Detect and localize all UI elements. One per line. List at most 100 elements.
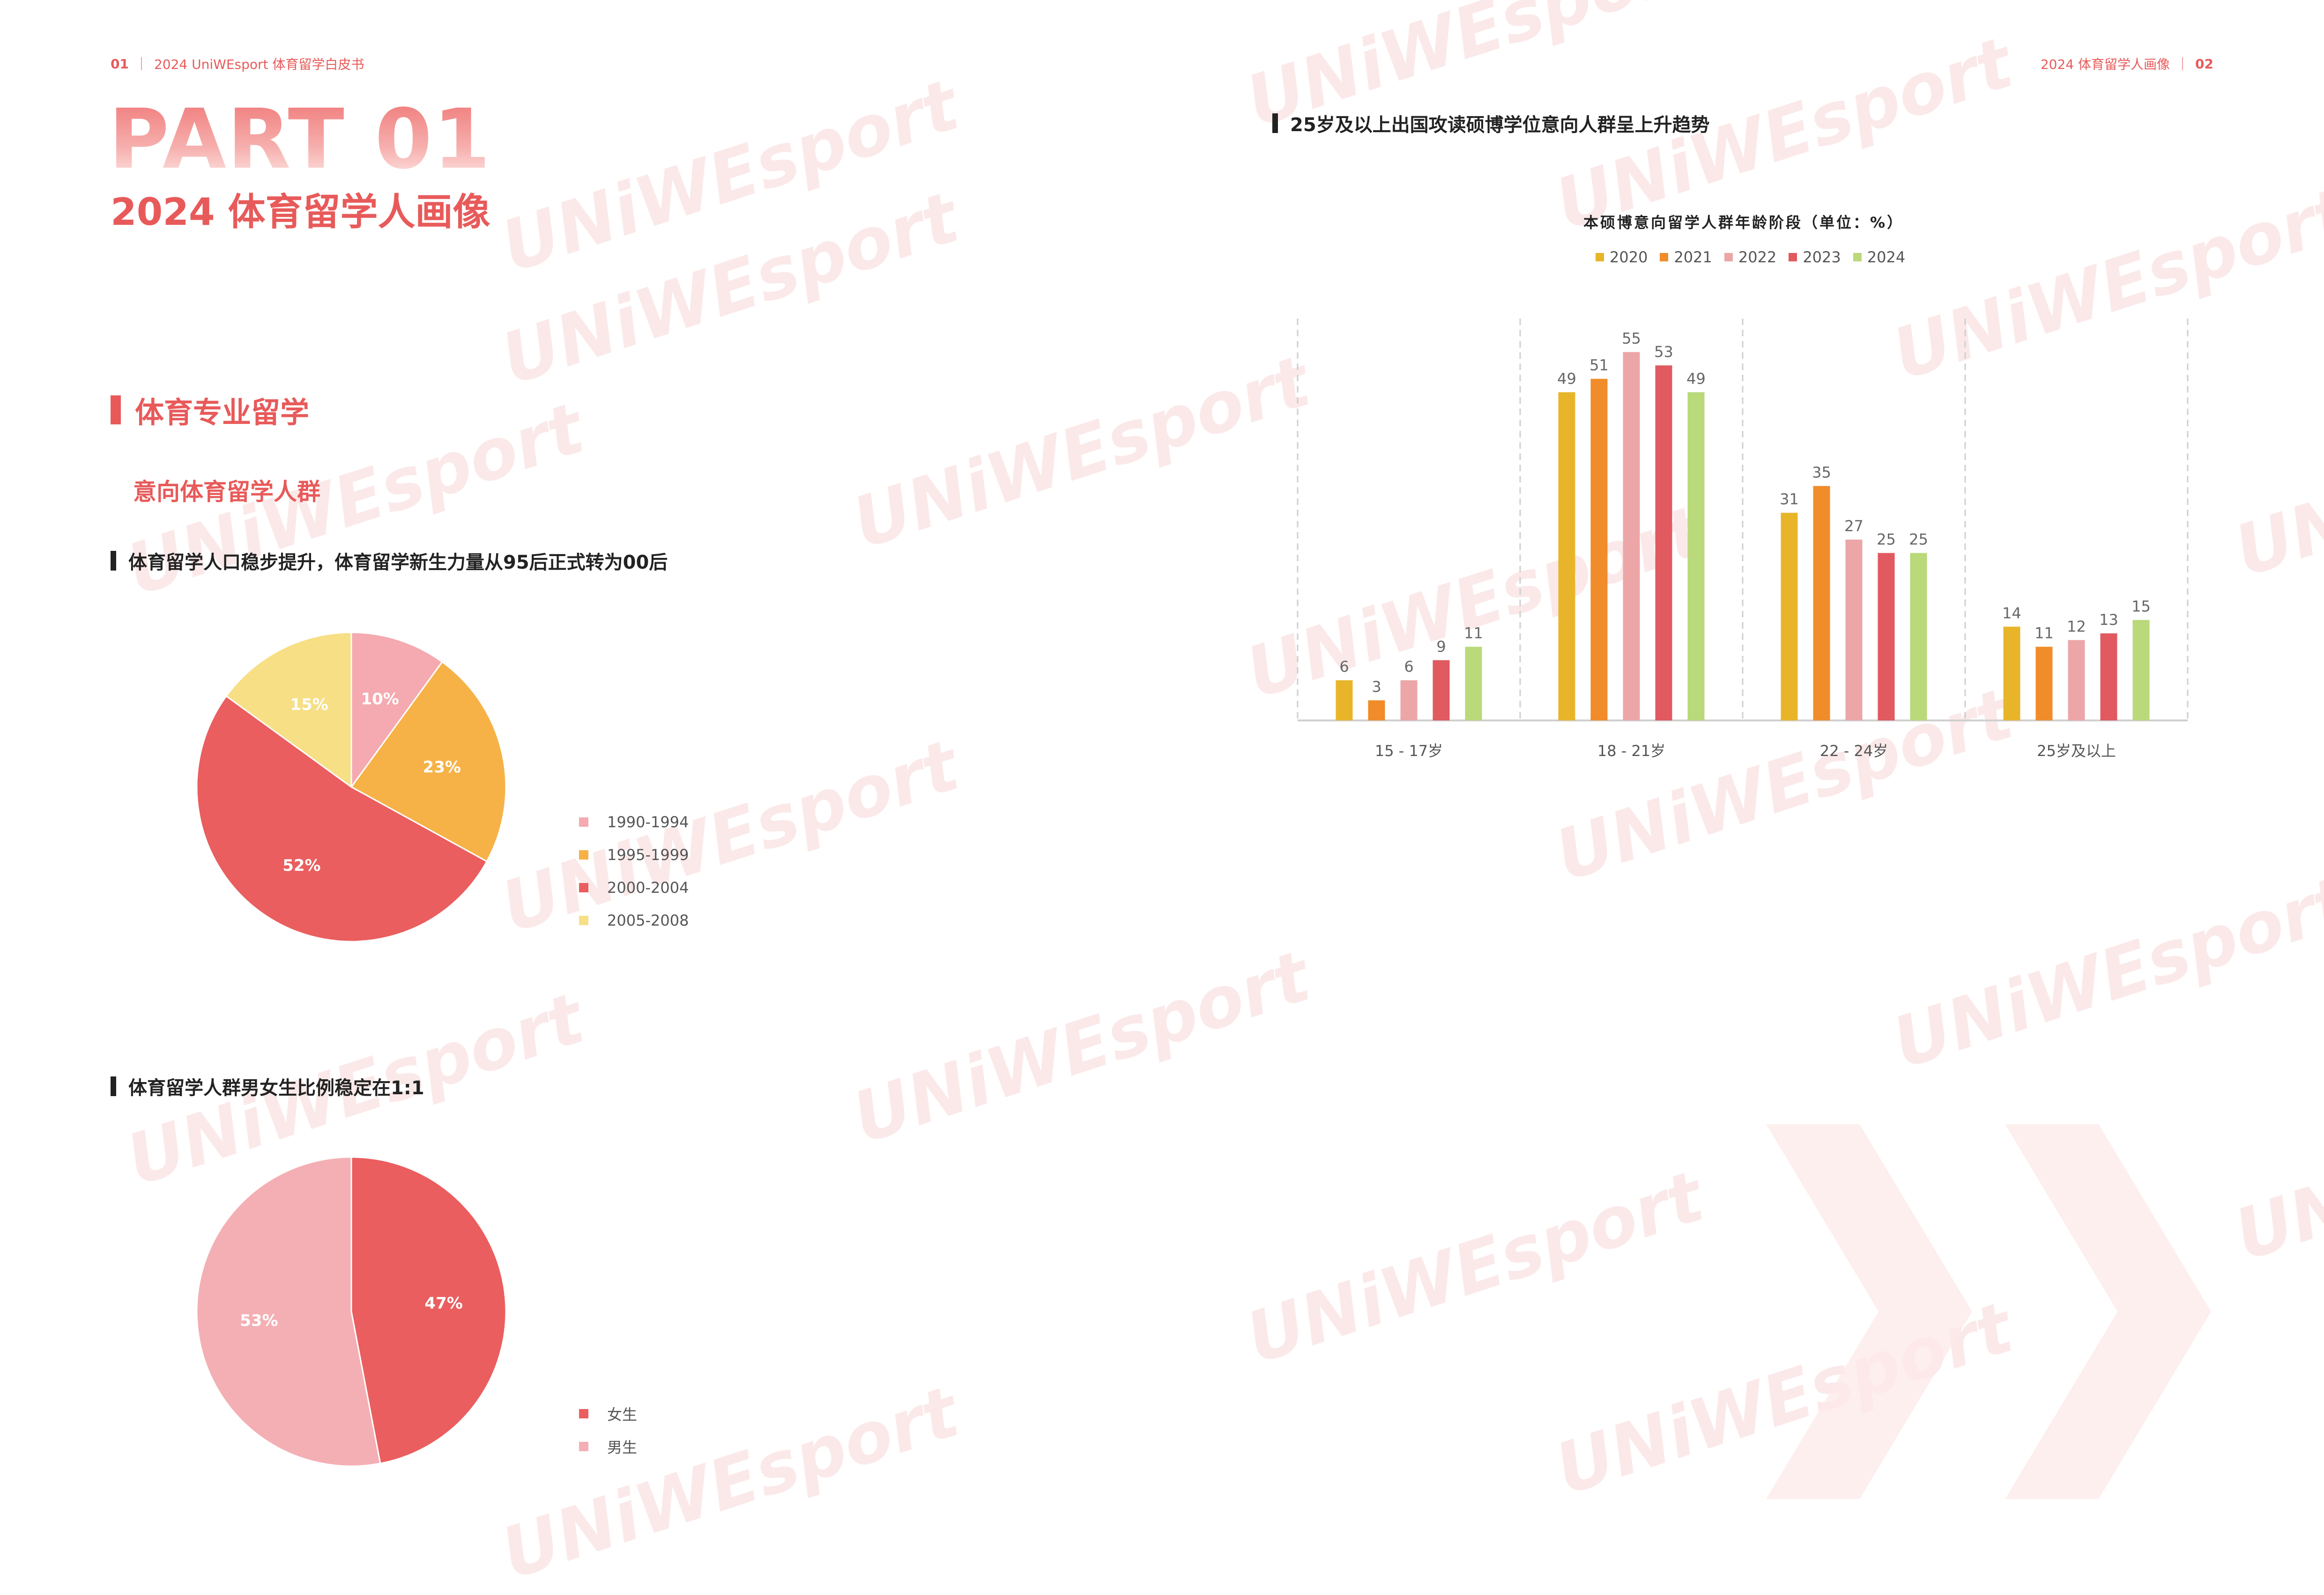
watermark-text: UNiWEsport (843, 935, 1320, 1160)
x-tick-label: 18 - 21岁 (1597, 742, 1665, 760)
bar-value-label: 25 (1877, 531, 1896, 549)
section-title-bar (111, 395, 121, 424)
bar (2100, 633, 2117, 720)
watermark-text: UNiWEsport (1237, 1156, 1713, 1380)
legend-item: 1990-1994 (579, 806, 689, 838)
bar-chart-legend: 2020 2021 2022 2023 2024 (1596, 248, 1905, 266)
legend-swatch (579, 883, 588, 892)
legend-item: 2020 (1596, 248, 1648, 266)
bar-value-label: 53 (1654, 343, 1673, 361)
page-number-right: 02 (2195, 56, 2213, 72)
legend-swatch (1596, 253, 1604, 261)
bar-value-label: 51 (1589, 356, 1609, 374)
part-title: PART 01 (109, 91, 491, 187)
pie-chart-age: 10% 23% 52% 15% (196, 631, 507, 942)
bar-value-label: 49 (1557, 370, 1576, 387)
bar (1400, 680, 1418, 720)
watermark-text: UNiWEsport (2225, 369, 2324, 593)
title-bar (111, 551, 116, 571)
bar (1687, 392, 1705, 720)
bar-chart-title-text: 25岁及以上出国攻读硕博学位意向人群呈上升趋势 (1290, 114, 1710, 136)
legend-item: 男生 (579, 1430, 637, 1463)
bar-chart-subtitle: 本硕博意向留学人群年龄阶段（单位：%） (1583, 214, 1904, 231)
bar-value-label: 11 (2034, 624, 2054, 642)
legend-label: 男生 (607, 1439, 638, 1456)
bar-value-label: 49 (1686, 370, 1706, 387)
bar (2035, 646, 2053, 720)
slice-label: 10% (361, 690, 399, 709)
watermark-text: UNiWEsport (492, 725, 968, 949)
bar-chart-title: 25岁及以上出国攻读硕博学位意向人群呈上升趋势 (1272, 110, 1710, 137)
bar (1465, 646, 1482, 720)
legend-swatch (579, 916, 588, 925)
legend-swatch (579, 850, 588, 860)
bar (1845, 539, 1863, 720)
pie-slice (350, 631, 444, 789)
pie1-title-text: 体育留学人口稳步提升，体育留学新生力量从95后正式转为00后 (128, 552, 668, 573)
legend-item: 2021 (1660, 248, 1712, 266)
bar-value-label: 6 (1339, 658, 1349, 675)
part-subtitle: 2024 体育留学人画像 (111, 190, 490, 234)
bar-value-label: 3 (1372, 678, 1381, 696)
page-number-left: 01 (111, 56, 129, 72)
header-divider (141, 57, 142, 70)
pie-chart-gender: 47% 53% (196, 1156, 507, 1467)
bar-value-label: 35 (1812, 464, 1831, 482)
section-title-text: 体育专业留学 (135, 395, 310, 430)
bar (1336, 680, 1353, 720)
section-title: 体育专业留学 (111, 389, 309, 431)
title-bar (111, 1076, 116, 1096)
bar (1558, 392, 1575, 720)
bar-value-label: 14 (2002, 604, 2021, 622)
legend-label: 2024 (1867, 248, 1906, 266)
legend-label: 2020 (1610, 248, 1648, 266)
legend-swatch (1789, 253, 1797, 261)
slice-label: 52% (282, 856, 320, 875)
legend-swatch (1660, 253, 1669, 261)
bar (2068, 640, 2085, 720)
bar (1878, 553, 1895, 720)
slice-label: 23% (423, 758, 461, 777)
legend-swatch (579, 1409, 588, 1418)
legend-swatch (1724, 253, 1733, 261)
header-divider (2182, 57, 2183, 70)
pie2-legend: 女生 男生 (579, 1397, 637, 1463)
pie2-title: 体育留学人群男女生比例稳定在1:1 (111, 1073, 424, 1100)
pie-slice (350, 660, 507, 863)
bar-value-label: 15 (2131, 598, 2151, 616)
pie-slice (225, 631, 352, 788)
legend-swatch (579, 1442, 588, 1451)
bar-value-label: 11 (1464, 624, 1483, 642)
bar (1433, 660, 1450, 720)
legend-label: 2023 (1803, 248, 1841, 266)
bar (1590, 378, 1608, 720)
bar-value-label: 12 (2067, 617, 2086, 635)
header-right: 2024 体育留学人画像 02 (2041, 54, 2213, 73)
legend-item: 2000-2004 (579, 871, 689, 904)
legend-label: 女生 (607, 1406, 638, 1424)
watermark-text: UNiWEsport (492, 64, 968, 289)
bar-value-label: 31 (1780, 490, 1799, 508)
legend-label: 1990-1994 (607, 813, 689, 831)
chevron-decoration (1766, 1124, 2211, 1499)
x-tick-label: 25岁及以上 (2037, 742, 2116, 760)
watermark-text: UNiWEsport (2225, 1053, 2324, 1277)
legend-item: 2023 (1789, 248, 1841, 266)
bar-value-label: 13 (2099, 611, 2118, 629)
bar-value-label: 27 (1844, 517, 1864, 535)
legend-item: 2022 (1724, 248, 1776, 266)
bar-value-label: 55 (1622, 330, 1641, 348)
bar (1781, 512, 1798, 720)
pie2-title-text: 体育留学人群男女生比例稳定在1:1 (128, 1077, 424, 1099)
bar (1623, 352, 1640, 720)
watermark-text: UNiWEsport (492, 177, 968, 401)
header-left-text: 2024 UniWEsport 体育留学白皮书 (154, 57, 364, 72)
legend-item: 2024 (1853, 248, 1905, 266)
watermark-text: UNiWEsport (1883, 861, 2324, 1085)
bar (1813, 486, 1830, 720)
bar (2003, 626, 2020, 720)
bar-value-label: 9 (1436, 638, 1446, 655)
header-left: 01 2024 UniWEsport 体育留学白皮书 (111, 54, 364, 73)
pie1-title: 体育留学人口稳步提升，体育留学新生力量从95后正式转为00后 (111, 547, 668, 574)
legend-label: 2005-2008 (607, 912, 689, 929)
